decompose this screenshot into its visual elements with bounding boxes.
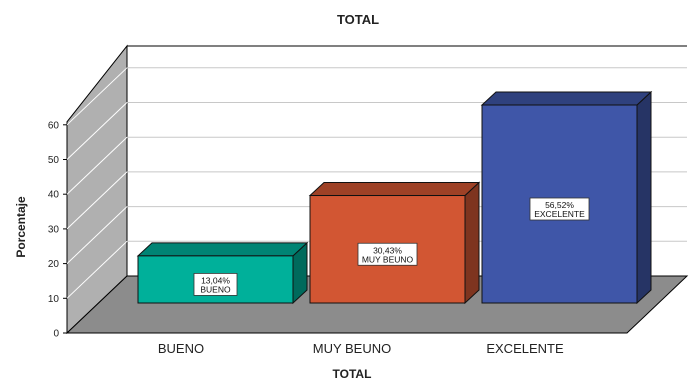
data-label: 13,04%BUENO	[193, 273, 238, 296]
data-label-category: MUY BEUNO	[362, 254, 414, 264]
x-tick-label: BUENO	[158, 341, 204, 356]
chart-bars: 13,04%BUENO 30,43%MUY BEUNO 56,52%EXCELENT…	[136, 90, 653, 305]
y-tick-label: 40	[48, 190, 60, 201]
data-label-category: BUENO	[200, 284, 231, 294]
gridline-side	[66, 171, 128, 230]
bar-excelente: 56,52%EXCELENTE	[480, 90, 653, 305]
data-label-value: 30,43%	[373, 245, 402, 255]
y-axis-ticks: 0 10 20 30 40 50 60	[48, 120, 67, 340]
bar-side-face	[636, 90, 652, 305]
y-tick-label: 60	[48, 120, 60, 131]
data-label-category: EXCELENTE	[534, 209, 585, 219]
y-axis-label: Porcentaje	[14, 196, 28, 258]
gridline-side	[66, 240, 128, 299]
data-label: 56,52%EXCELENTE	[529, 197, 590, 221]
gridline-side	[66, 206, 128, 264]
bar-top-face	[480, 91, 653, 106]
bar-bueno: 13,04%BUENO	[136, 241, 309, 305]
data-label-value: 56,52%	[545, 200, 574, 210]
gridline-side	[66, 136, 128, 195]
x-axis-label: TOTAL	[333, 367, 372, 381]
x-tick-label: EXCELENTE	[486, 341, 564, 356]
y-tick-label: 20	[48, 259, 60, 270]
bar-top-face	[136, 242, 309, 257]
gridline-side	[66, 102, 128, 160]
x-tick-label: MUY BEUNO	[313, 341, 392, 356]
data-label-box	[357, 242, 418, 266]
y-tick-label: 30	[48, 224, 60, 235]
bar-side-face	[464, 181, 480, 305]
y-tick-label: 50	[48, 155, 60, 166]
data-label-value: 13,04%	[201, 275, 230, 285]
data-label-box	[193, 273, 238, 296]
x-axis-categories: BUENO MUY BEUNO EXCELENTE	[158, 341, 564, 356]
data-label-box	[529, 197, 590, 221]
chart-title: TOTAL	[337, 12, 379, 27]
gridline-side	[66, 67, 128, 126]
y-tick-label: 10	[48, 294, 60, 305]
bar-muy-beuno: 30,43%MUY BEUNO	[308, 181, 481, 305]
bar-top-face	[308, 182, 481, 197]
data-label: 30,43%MUY BEUNO	[357, 242, 418, 266]
y-tick-label: 0	[53, 329, 59, 340]
